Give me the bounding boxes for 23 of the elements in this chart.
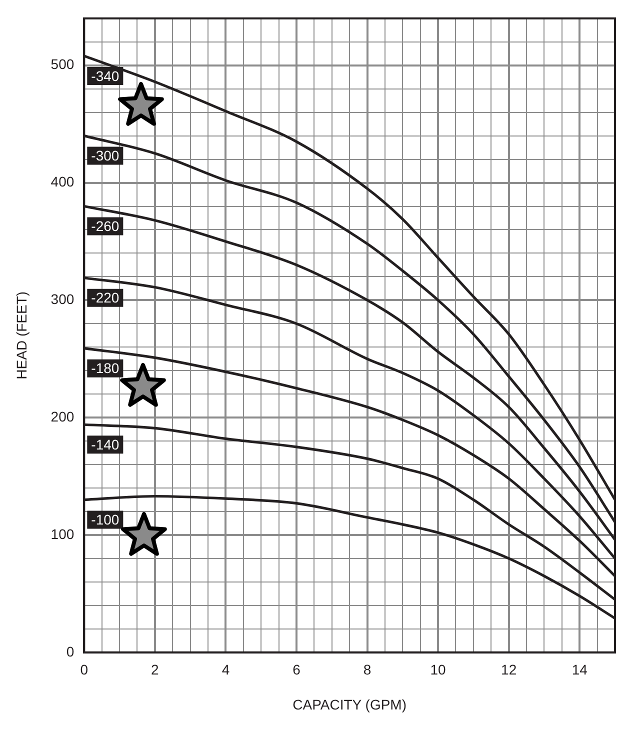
series-label: -260 — [91, 218, 120, 234]
y-tick-label: 200 — [50, 408, 74, 424]
y-axis-title: HEAD (FEET) — [13, 291, 30, 380]
series-label: -220 — [91, 290, 120, 306]
y-tick-label: 400 — [50, 174, 74, 190]
x-tick-label: 0 — [80, 662, 88, 678]
x-tick-label: 8 — [363, 662, 372, 678]
y-tick-label: 0 — [66, 643, 74, 660]
series-label: -340 — [91, 68, 120, 84]
series-label: -100 — [91, 512, 120, 528]
y-tick-label: 100 — [50, 526, 74, 542]
series-label: -300 — [91, 148, 120, 164]
series-label: -140 — [91, 436, 120, 452]
x-tick-label: 4 — [222, 662, 230, 678]
x-axis-title: CAPACITY (GPM) — [292, 696, 406, 712]
x-tick-label: 6 — [292, 662, 301, 678]
y-tick-label: 500 — [50, 56, 74, 72]
x-tick-label: 14 — [572, 662, 588, 678]
x-tick-label: 10 — [430, 662, 446, 678]
series-label: -180 — [91, 360, 120, 376]
x-tick-label: 12 — [501, 662, 517, 678]
x-tick-label: 2 — [151, 662, 160, 678]
y-tick-label: 300 — [50, 291, 74, 308]
